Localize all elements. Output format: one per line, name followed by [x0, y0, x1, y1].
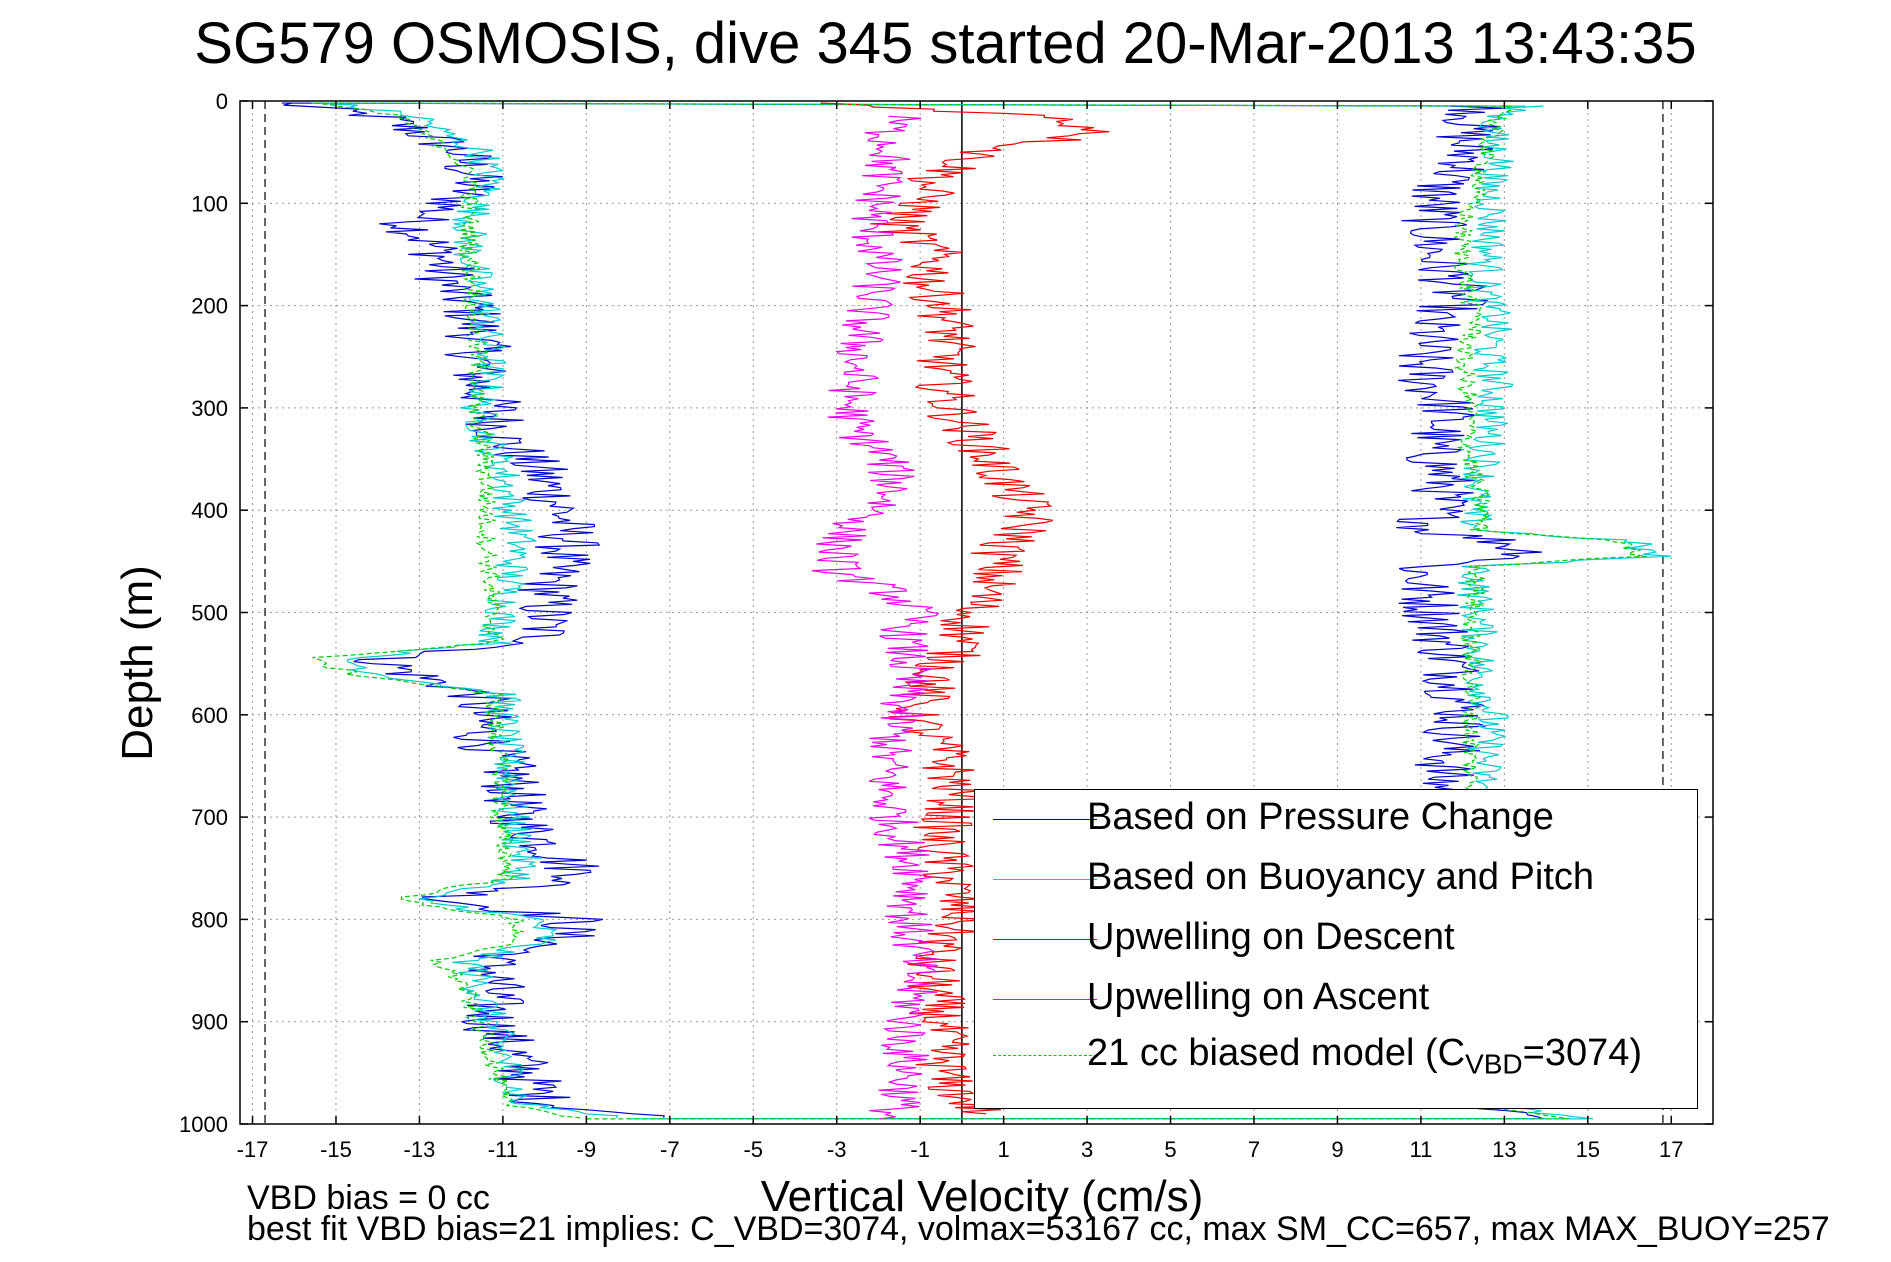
x-tick-label: -9 — [577, 1137, 597, 1162]
x-tick-label: -5 — [743, 1137, 763, 1162]
legend-item-descent: Upwelling on Descent — [975, 914, 1697, 964]
x-tick-label: 1 — [997, 1137, 1009, 1162]
y-tick-label: 800 — [191, 907, 228, 932]
y-tick-label: 0 — [216, 89, 228, 114]
legend-swatch-ascent — [993, 999, 1097, 1000]
y-axis-label: Depth (m) — [113, 565, 162, 761]
ticks-layer: -17 -15 -13 -11 -9 -7 -5 -3 -1 1 3 5 7 9 11 13 15 1701002… — [179, 89, 1713, 1162]
series-layer — [281, 102, 1672, 1120]
x-tick-label: 7 — [1248, 1137, 1260, 1162]
x-tick-label: 5 — [1164, 1137, 1176, 1162]
legend-swatch-pressure — [993, 819, 1097, 820]
legend-label-pressure: Based on Pressure Change — [1087, 796, 1554, 838]
legend: Based on Pressure Change Based on Buoyan… — [974, 789, 1698, 1109]
x-tick-label: 17 — [1659, 1137, 1683, 1162]
x-tick-label: 11 — [1409, 1137, 1432, 1162]
y-tick-label: 900 — [191, 1010, 228, 1035]
y-tick-label: 500 — [191, 601, 228, 626]
legend-label-ascent: Upwelling on Ascent — [1087, 976, 1430, 1018]
legend-swatch-buoyancy — [993, 879, 1097, 880]
x-tick-label: 3 — [1081, 1137, 1093, 1162]
x-tick-label: -7 — [660, 1137, 680, 1162]
legend-item-ascent: Upwelling on Ascent — [975, 974, 1697, 1024]
y-tick-label: 700 — [191, 805, 228, 830]
x-tick-label: -13 — [404, 1137, 436, 1162]
legend-swatch-model — [993, 1055, 1097, 1056]
x-tick-label: 13 — [1492, 1137, 1516, 1162]
y-tick-label: 1000 — [179, 1112, 228, 1137]
series-21-cc-biased-model-c-vbd-3074-descent-line — [312, 102, 582, 1119]
legend-label-model-main: 21 cc biased model (C — [1087, 1032, 1466, 1074]
x-tick-label: -1 — [910, 1137, 930, 1162]
x-tick-label: 9 — [1331, 1137, 1343, 1162]
y-tick-label: 400 — [191, 498, 228, 523]
y-tick-label: 200 — [191, 294, 228, 319]
legend-swatch-descent — [993, 939, 1097, 940]
series-based-on-pressure-change-descent-line — [283, 102, 665, 1119]
y-tick-label: 100 — [191, 191, 228, 216]
x-tick-label: -11 — [488, 1137, 518, 1162]
legend-label-model: 21 cc biased model (CVBD=3074) — [1087, 1032, 1642, 1081]
x-tick-label: -15 — [320, 1137, 352, 1162]
legend-item-pressure: Based on Pressure Change — [975, 794, 1697, 844]
series-based-on-buoyancy-and-pitch-descent-line — [311, 102, 619, 1119]
x-tick-label: -3 — [827, 1137, 847, 1162]
x-tick-label: 15 — [1576, 1137, 1600, 1162]
series-upwelling-on-ascent-line — [811, 115, 941, 1120]
legend-label-model-subscript: VBD — [1465, 1048, 1523, 1080]
y-tick-label: 300 — [191, 396, 228, 421]
x-tick-label: -17 — [237, 1137, 269, 1162]
series-upwelling-on-descent-line — [820, 102, 1110, 1115]
legend-label-descent: Upwelling on Descent — [1087, 916, 1455, 958]
legend-label-buoyancy: Based on Buoyancy and Pitch — [1087, 856, 1595, 898]
legend-item-model: 21 cc biased model (CVBD=3074) — [975, 1030, 1697, 1080]
y-tick-label: 600 — [191, 703, 228, 728]
legend-item-buoyancy: Based on Buoyancy and Pitch — [975, 854, 1697, 904]
x-axis-label: Vertical Velocity (cm/s) — [760, 1172, 1204, 1221]
chart-title: SG579 OSMOSIS, dive 345 started 20-Mar-2… — [194, 11, 1697, 76]
best-fit-note: best fit VBD bias=21 implies: C_VBD=3074… — [247, 1210, 1830, 1248]
vbd-bias-note: VBD bias = 0 cc — [247, 1179, 490, 1217]
legend-label-model-suffix: =3074) — [1522, 1032, 1643, 1074]
